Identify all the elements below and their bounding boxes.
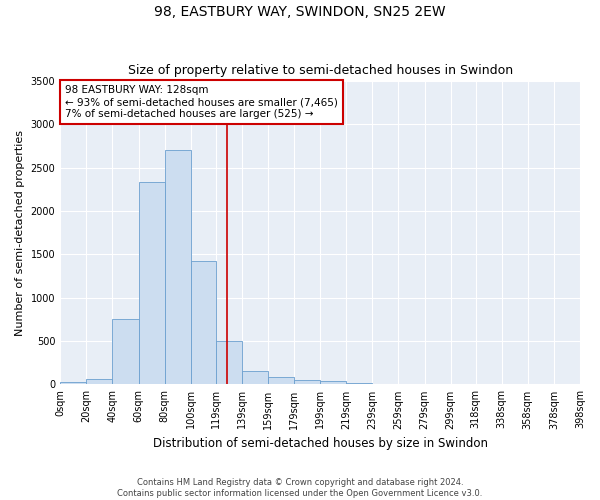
Bar [112,320,139,384]
X-axis label: Distribution of semi-detached houses by size in Swindon: Distribution of semi-detached houses by … [152,437,488,450]
Bar [164,150,191,384]
Bar [320,382,346,384]
Bar [215,341,242,384]
Bar [191,262,215,384]
Title: Size of property relative to semi-detached houses in Swindon: Size of property relative to semi-detach… [128,64,512,77]
Bar [86,379,112,384]
Text: Contains HM Land Registry data © Crown copyright and database right 2024.
Contai: Contains HM Land Registry data © Crown c… [118,478,482,498]
Text: 98, EASTBURY WAY, SWINDON, SN25 2EW: 98, EASTBURY WAY, SWINDON, SN25 2EW [154,5,446,19]
Text: 98 EASTBURY WAY: 128sqm
← 93% of semi-detached houses are smaller (7,465)
7% of : 98 EASTBURY WAY: 128sqm ← 93% of semi-de… [65,86,338,118]
Bar [294,380,320,384]
Bar [242,371,268,384]
Bar [268,378,294,384]
Bar [346,383,373,384]
Bar [60,382,86,384]
Bar [139,182,164,384]
Y-axis label: Number of semi-detached properties: Number of semi-detached properties [15,130,25,336]
